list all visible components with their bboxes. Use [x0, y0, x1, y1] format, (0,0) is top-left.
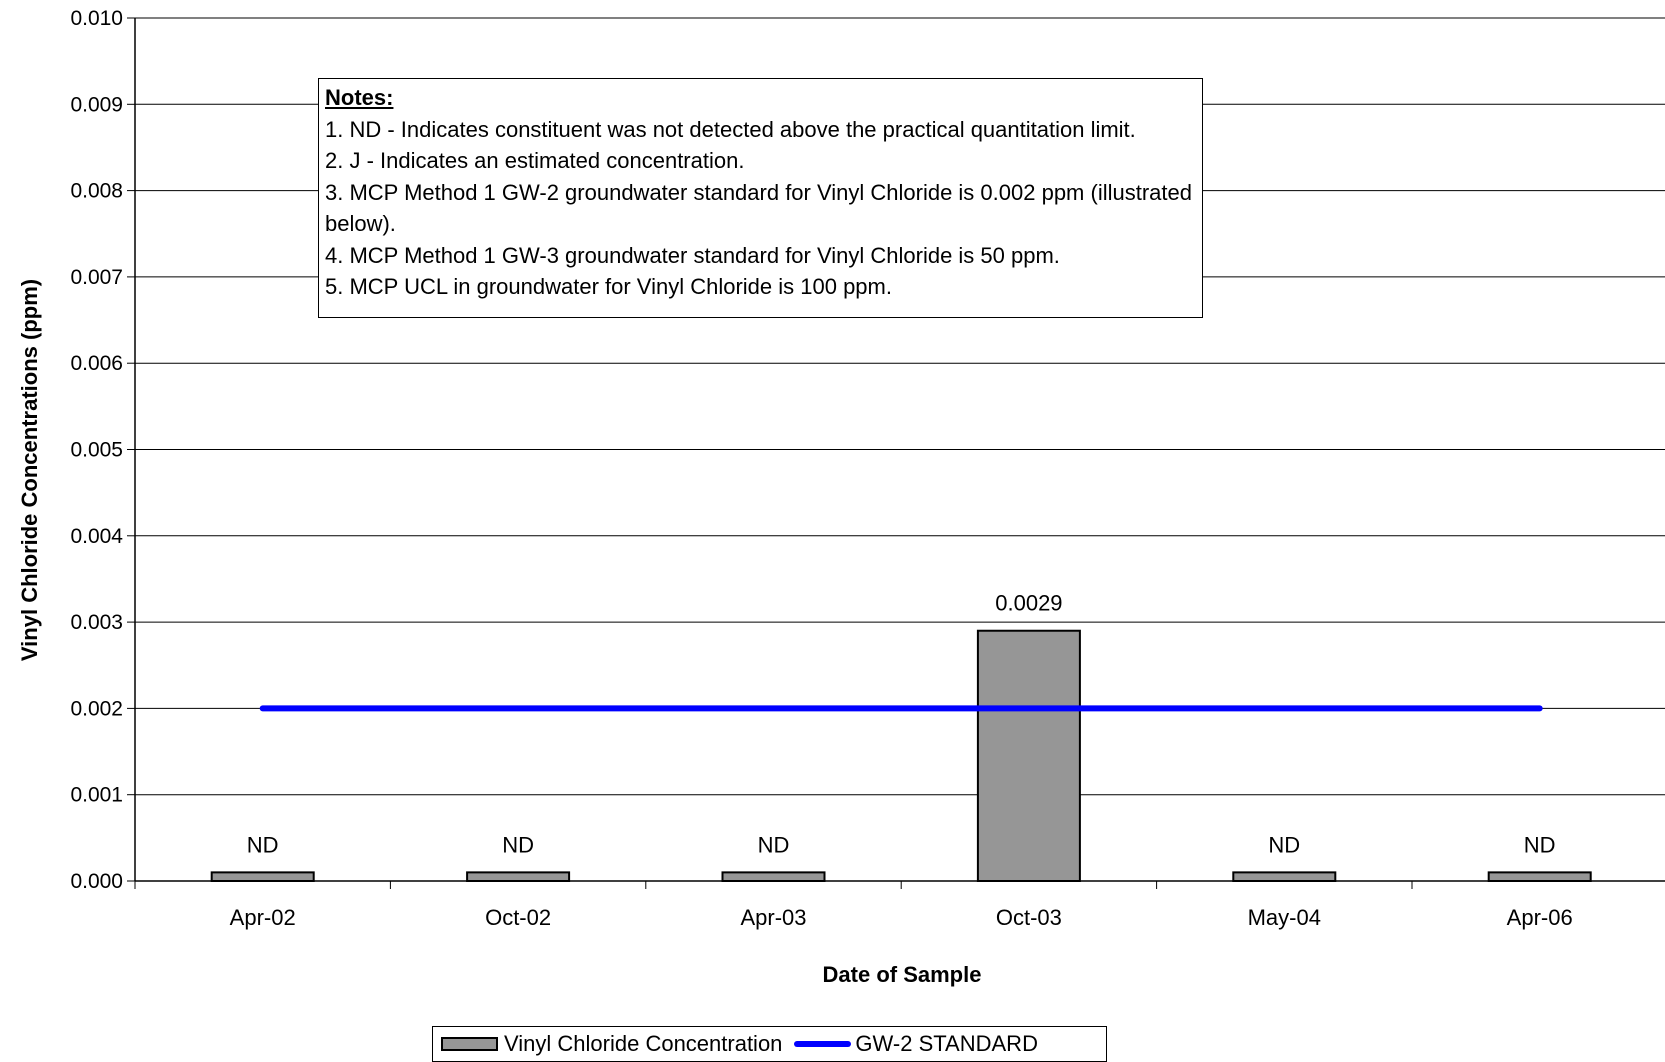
note-line: 4. MCP Method 1 GW-3 groundwater standar… [325, 242, 1060, 268]
y-tick-label: 0.006 [70, 352, 123, 375]
bar [976, 629, 1081, 882]
data-label: ND [502, 832, 534, 857]
chart-legend: Vinyl Chloride Concentration GW-2 STANDA… [432, 1026, 1107, 1062]
bar [1487, 871, 1592, 882]
y-tick-label: 0.010 [70, 7, 123, 30]
y-tick-label: 0.000 [70, 870, 123, 893]
bar [1232, 871, 1337, 882]
y-tick-label: 0.001 [70, 784, 123, 807]
data-label: ND [1268, 832, 1300, 857]
y-tick-label: 0.008 [70, 180, 123, 203]
data-label: ND [1524, 832, 1556, 857]
x-tick-label: Apr-02 [230, 905, 296, 930]
x-tick-label: Oct-02 [485, 905, 551, 930]
legend-bar-label: Vinyl Chloride Concentration [504, 1031, 783, 1056]
y-tick-label: 0.007 [70, 266, 123, 289]
y-tick-label: 0.005 [70, 439, 123, 462]
y-tick-label: 0.004 [70, 525, 123, 548]
notes-title: Notes: [325, 85, 394, 110]
data-label: ND [758, 832, 790, 857]
legend-line-swatch [794, 1041, 852, 1047]
bar [466, 871, 571, 882]
x-tick-label: Oct-03 [996, 905, 1062, 930]
legend-line-label: GW-2 STANDARD [855, 1031, 1038, 1056]
bar [210, 871, 315, 882]
note-line: 2. J - Indicates an estimated concentrat… [325, 148, 745, 173]
y-tick-label: 0.009 [70, 93, 123, 116]
note-line: 5. MCP UCL in groundwater for Vinyl Chlo… [325, 274, 892, 299]
x-tick-label: Apr-06 [1507, 905, 1573, 930]
note-line: 3. MCP Method 1 GW-2 groundwater standar… [325, 179, 1192, 237]
x-tick-label: May-04 [1248, 905, 1321, 930]
y-tick-label: 0.003 [70, 611, 123, 634]
x-tick-label: Apr-03 [740, 905, 806, 930]
y-axis-label: Vinyl Chloride Concentrations (ppm) [17, 278, 42, 662]
data-label: ND [247, 832, 279, 857]
y-tick-label: 0.002 [70, 697, 123, 720]
notes-box: Notes: 1. ND - Indicates constituent was… [318, 78, 1203, 318]
data-label: 0.0029 [995, 591, 1062, 616]
x-axis-label: Date of Sample [822, 962, 982, 987]
note-line: 1. ND - Indicates constituent was not de… [325, 116, 1136, 142]
legend-bar-swatch [441, 1037, 498, 1051]
bar [721, 871, 826, 882]
